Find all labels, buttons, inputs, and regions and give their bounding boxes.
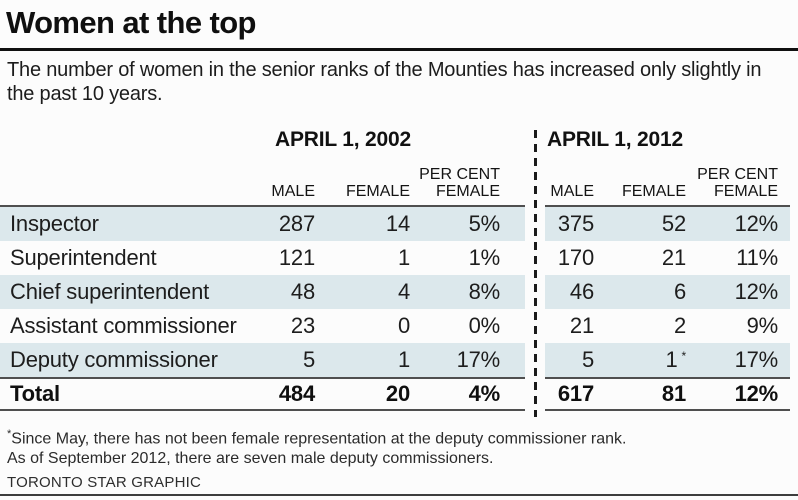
bottom-rule: [0, 494, 798, 497]
subtitle: The number of women in the senior ranks …: [7, 59, 762, 105]
cell-male-2002: 48: [290, 279, 315, 304]
cell-female-2012: 2: [673, 313, 686, 338]
cell-male-2002: 121: [278, 245, 315, 270]
statistics-table: APRIL 1, 2002 APRIL 1, 2012 MALE FEMALE …: [0, 128, 798, 417]
cell-percent-2012: 17%: [734, 347, 779, 372]
column-header-spacer: [0, 200, 245, 205]
column-header-male-2002: MALE: [271, 183, 315, 200]
group-header-row: APRIL 1, 2002 APRIL 1, 2012: [0, 128, 798, 156]
cell-percent-2002: 4%: [468, 381, 501, 406]
cell-male-2012: 5: [581, 347, 594, 372]
cell-percent-2002: 1%: [468, 245, 501, 270]
footnote: *Since May, there has not been female re…: [7, 424, 788, 469]
column-header-percent-2002: PER CENT FEMALE: [419, 166, 500, 200]
column-header-male-2012: MALE: [550, 183, 594, 200]
cell-female-2002: 20: [385, 381, 410, 406]
row-label: Assistant commissioner: [10, 313, 237, 338]
cell-male-2012: 21: [569, 313, 594, 338]
column-header-female-2012: FEMALE: [621, 183, 686, 200]
cell-percent-2002: 0%: [468, 313, 501, 338]
cell-male-2012: 46: [569, 279, 594, 304]
cell-male-2012: 375: [557, 211, 594, 236]
cell-percent-2012: 9%: [746, 313, 779, 338]
cell-male-2012: 617: [557, 381, 594, 406]
cell-percent-2012: 12%: [734, 211, 779, 236]
cell-male-2012: 170: [557, 245, 594, 270]
table-row-chief-superintendent: Chief superintendent 48 4 8% 46 6 12%: [0, 275, 798, 309]
column-header-row: MALE FEMALE PER CENT FEMALE MALE FEMALE …: [0, 156, 798, 207]
row-label: Deputy commissioner: [10, 347, 218, 372]
table-row-deputy-commissioner: Deputy commissioner 5 1 17% 5 1 * 17%: [0, 343, 798, 377]
cell-male-2002: 287: [278, 211, 315, 236]
footnote-marker: *: [7, 428, 12, 440]
cell-female-2012: 52: [661, 211, 686, 236]
year-divider-dashed-line: [534, 130, 537, 417]
cell-male-2002: 5: [302, 347, 315, 372]
cell-female-2002: 4: [397, 279, 410, 304]
row-label: Superintendent: [10, 245, 157, 270]
row-label: Chief superintendent: [10, 279, 210, 304]
footnote-marker: *: [681, 349, 687, 363]
page-title: Women at the top: [6, 5, 256, 40]
cell-female-2002: 1: [397, 245, 410, 270]
cell-female-2012: 6: [673, 279, 686, 304]
cell-percent-2012: 12%: [734, 279, 779, 304]
cell-female-2012: 1 *: [665, 347, 687, 372]
group-header-2002: APRIL 1, 2002: [275, 128, 411, 151]
row-label: Total: [10, 381, 60, 406]
cell-male-2002: 23: [290, 313, 315, 338]
cell-female-2012: 81: [661, 381, 686, 406]
title-rule: [0, 48, 798, 51]
cell-percent-2012: 11%: [736, 245, 778, 270]
footnote-line-1: *Since May, there has not been female re…: [7, 428, 627, 448]
group-header-2012: APRIL 1, 2012: [547, 128, 683, 151]
cell-percent-2002: 5%: [468, 211, 501, 236]
cell-percent-2002: 8%: [468, 279, 501, 304]
table-row-inspector: Inspector 287 14 5% 375 52 12%: [0, 207, 798, 241]
credit-line: TORONTO STAR GRAPHIC: [7, 474, 202, 492]
row-label: Inspector: [10, 211, 99, 236]
cell-female-2002: 0: [397, 313, 410, 338]
column-header-female-2002: FEMALE: [345, 183, 410, 200]
table-row-total: Total 484 20 4% 617 81 12%: [0, 377, 798, 411]
table-row-superintendent: Superintendent 121 1 1% 170 21 11%: [0, 241, 798, 275]
footnote-line-2: As of September 2012, there are seven ma…: [7, 450, 494, 468]
column-header-percent-2012: PER CENT FEMALE: [697, 166, 778, 200]
cell-percent-2002: 17%: [456, 347, 501, 372]
table-row-assistant-commissioner: Assistant commissioner 23 0 0% 21 2 9%: [0, 309, 798, 343]
cell-female-2002: 14: [385, 211, 410, 236]
cell-female-2012: 21: [661, 245, 686, 270]
cell-female-2002: 1: [397, 347, 410, 372]
cell-percent-2012: 12%: [734, 381, 779, 406]
cell-male-2002: 484: [278, 381, 315, 406]
